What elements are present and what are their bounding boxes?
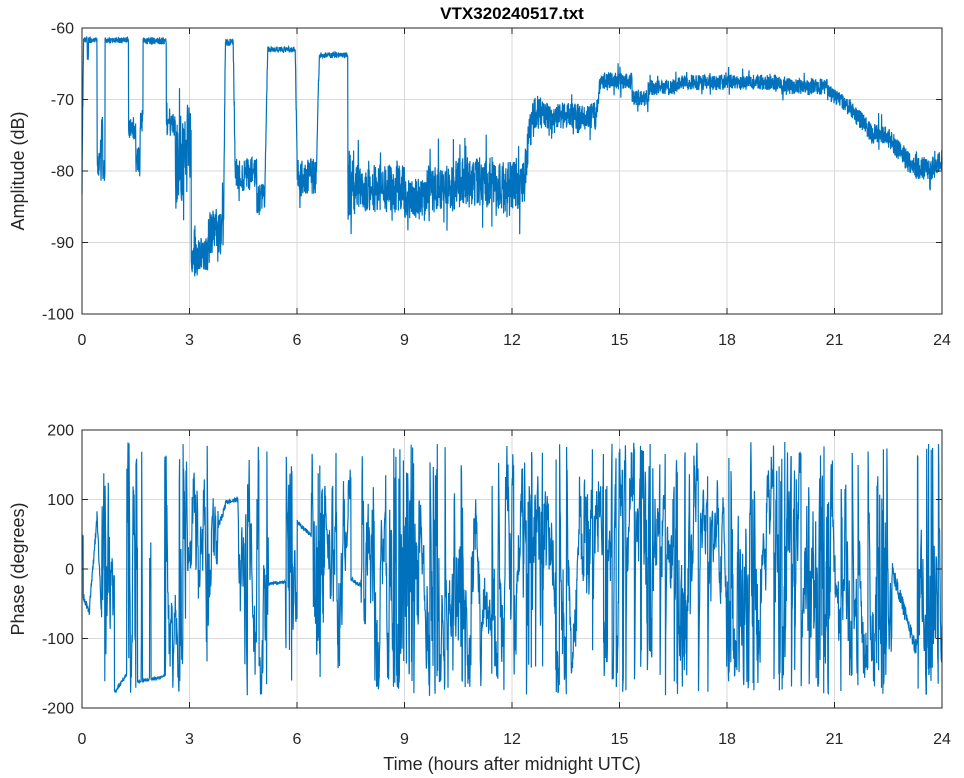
x-tick-label: 24 xyxy=(933,731,951,748)
plot-title: VTX320240517.txt xyxy=(440,4,584,23)
amplitude-y-axis-label: Amplitude (dB) xyxy=(8,111,28,230)
x-tick-label: 18 xyxy=(718,332,736,349)
time-x-axis-label: Time (hours after midnight UTC) xyxy=(383,754,640,774)
x-tick-label: 0 xyxy=(78,731,87,748)
amplitude-subplot: 0 3 6 9 12 15 18 21 24 -100 -90 -80 -70 -60 xyxy=(42,21,951,349)
y-tick-label: 200 xyxy=(47,423,74,440)
y-tick-label: -80 xyxy=(51,164,74,181)
phase-y-axis-label: Phase (degrees) xyxy=(8,502,28,635)
y-tick-label: -70 xyxy=(51,92,74,109)
y-tick-label: -100 xyxy=(42,631,74,648)
x-tick-label: 12 xyxy=(503,731,521,748)
y-tick-label: -100 xyxy=(42,307,74,324)
x-tick-label: 9 xyxy=(400,731,409,748)
y-tick-label: -60 xyxy=(51,21,74,38)
x-tick-label: 15 xyxy=(611,332,629,349)
x-tick-label: 12 xyxy=(503,332,521,349)
x-tick-label: 6 xyxy=(293,731,302,748)
y-tick-label: -200 xyxy=(42,701,74,718)
series-path-amplitude xyxy=(81,35,943,277)
x-tick-label: 21 xyxy=(826,731,844,748)
x-tick-label: 3 xyxy=(185,731,194,748)
phase-subplot: 0 3 6 9 12 15 18 21 24 -200 -100 0 100 200 xyxy=(42,423,951,748)
y-tick-label: -90 xyxy=(51,235,74,252)
x-tick-label: 15 xyxy=(611,731,629,748)
x-tick-label: 21 xyxy=(826,332,844,349)
y-tick-label: 100 xyxy=(47,492,74,509)
series-path-phase xyxy=(81,441,943,696)
x-tick-label: 3 xyxy=(185,332,194,349)
y-tick-label: 0 xyxy=(65,562,74,579)
x-tick-label: 18 xyxy=(718,731,736,748)
x-tick-label: 24 xyxy=(933,332,951,349)
x-tick-label: 9 xyxy=(400,332,409,349)
x-tick-label: 0 xyxy=(78,332,87,349)
x-tick-label: 6 xyxy=(293,332,302,349)
